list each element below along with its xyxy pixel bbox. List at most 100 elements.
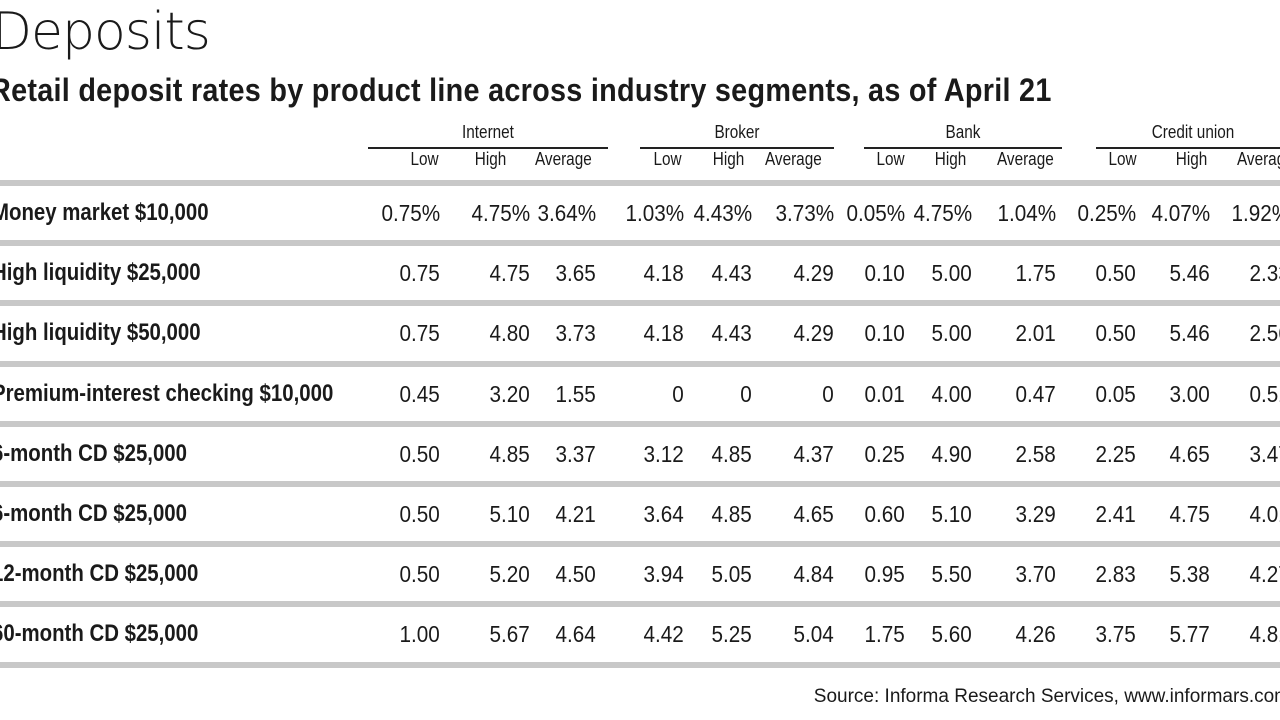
table-cell: 0.45	[399, 380, 440, 407]
row-label: 6-month CD $25,000	[0, 439, 187, 467]
table-cell: 4.85	[489, 440, 530, 467]
table-cell: 1.04%	[997, 200, 1056, 226]
row-divider	[0, 180, 1280, 186]
row-label: 6-month CD $25,000	[0, 500, 187, 527]
group-label-bank: Bank	[945, 122, 981, 142]
table-cell: 5.38	[1169, 561, 1210, 588]
column-label-low: Low	[1108, 149, 1137, 169]
table-cell: 5.25	[711, 621, 752, 648]
table-cell: 4.81	[1249, 621, 1280, 648]
table-cell: 5.77	[1169, 621, 1210, 648]
column-label-low: Low	[653, 149, 682, 169]
table-cell: 2.25	[1095, 440, 1136, 467]
page-title: Deposits	[0, 2, 211, 62]
column-label-average: Average	[1237, 149, 1280, 169]
column-label-average: Average	[765, 149, 822, 169]
group-rule	[1096, 147, 1280, 149]
row-divider	[0, 240, 1280, 247]
table-cell: 1.92%	[1231, 200, 1280, 226]
row-label: Premium-interest checking $10,000	[0, 379, 334, 407]
row-label: High liquidity $50,000	[0, 319, 201, 347]
table-cell: 4.29	[793, 260, 834, 287]
table-cell: 3.94	[643, 561, 684, 588]
row-divider	[0, 300, 1280, 307]
table-cell: 0.25%	[1077, 200, 1136, 226]
table-cell: 0.50	[399, 561, 440, 588]
table-cell: 0.75	[399, 260, 440, 287]
table-cell: 4.01	[1249, 501, 1280, 527]
table-cell: 3.64	[643, 501, 684, 527]
table-cell: 2.58	[1015, 440, 1056, 467]
table-cell: 4.75%	[471, 200, 530, 226]
table-cell: 4.65	[1169, 440, 1210, 467]
table-cell: 5.05	[711, 561, 752, 588]
table-cell: 1.75	[864, 621, 905, 648]
table-cell: 3.47	[1249, 440, 1280, 467]
table-cell: 4.50	[555, 561, 596, 588]
column-label-high: High	[934, 149, 967, 169]
row-divider	[0, 360, 1280, 367]
table-cell: 0.47	[1015, 380, 1056, 407]
table-cell: 2.33	[1249, 260, 1280, 287]
row-label: High liquidity $25,000	[0, 259, 201, 287]
table-cell: 4.64	[555, 621, 596, 648]
column-label-high: High	[712, 149, 745, 169]
table-cell: 0.50	[399, 440, 440, 467]
source-note: Source: Informa Research Services, www.i…	[813, 686, 1280, 707]
table-cell: 5.20	[489, 561, 530, 588]
table-cell: 4.43	[711, 260, 752, 287]
group-rule	[640, 147, 834, 149]
table-cell: 3.73%	[775, 200, 834, 226]
table-cell: 4.27	[1249, 561, 1280, 588]
table-cell: 0.95	[864, 561, 905, 588]
table-cell: 4.42	[643, 621, 684, 648]
table-cell: 5.46	[1169, 260, 1210, 287]
table-cell: 0.05	[1095, 380, 1136, 407]
column-label-average: Average	[997, 149, 1054, 169]
table-cell: 0.01	[864, 380, 905, 407]
column-label-high: High	[474, 149, 507, 169]
table-cell: 5.10	[489, 501, 530, 527]
table-cell: 2.56	[1249, 320, 1280, 347]
table-cell: 4.43%	[693, 200, 752, 226]
table-cell: 4.18	[643, 320, 684, 347]
row-divider	[0, 481, 1280, 487]
table-cell: 4.43	[711, 320, 752, 347]
table-cell: 0.75	[399, 320, 440, 347]
row-divider	[0, 541, 1280, 548]
table-cell: 5.00	[931, 320, 972, 347]
table-cell: 0.50	[1095, 260, 1136, 287]
table-cell: 0.51	[1249, 380, 1280, 407]
table-cell: 0.50	[1095, 320, 1136, 347]
table-cell: 4.07%	[1151, 200, 1210, 226]
table-cell: 5.00	[931, 260, 972, 287]
table-cell: 3.73	[555, 320, 596, 347]
table-cell: 3.00	[1169, 380, 1210, 407]
group-rule	[368, 147, 608, 149]
table-cell: 4.37	[793, 440, 834, 467]
group-label-internet: Internet	[462, 122, 514, 142]
table-cell: 0	[822, 380, 834, 407]
table-cell: 0.75%	[381, 200, 440, 226]
column-label-average: Average	[535, 149, 592, 169]
table-cell: 4.29	[793, 320, 834, 347]
table-cell: 3.29	[1015, 501, 1056, 527]
table-cell: 4.85	[711, 501, 752, 527]
table-cell: 2.01	[1015, 320, 1056, 347]
table-cell: 0.60	[864, 501, 905, 527]
group-label-credit-union: Credit union	[1151, 122, 1235, 142]
table-cell: 3.70	[1015, 561, 1056, 588]
table-cell: 1.03%	[625, 200, 684, 226]
table-cell: 4.26	[1015, 621, 1056, 648]
table-cell: 2.41	[1095, 501, 1136, 527]
table-cell: 0.10	[864, 260, 905, 287]
table-cell: 4.65	[793, 501, 834, 527]
table-cell: 4.75	[1169, 501, 1210, 527]
table-cell: 0.50	[399, 501, 440, 527]
row-label: Money market $10,000	[0, 199, 209, 226]
page-subtitle: Retail deposit rates by product line acr…	[0, 72, 1052, 108]
table-cell: 5.50	[931, 561, 972, 588]
table-cell: 0	[672, 380, 684, 407]
table-cell: 1.75	[1015, 260, 1056, 287]
row-divider	[0, 601, 1280, 608]
